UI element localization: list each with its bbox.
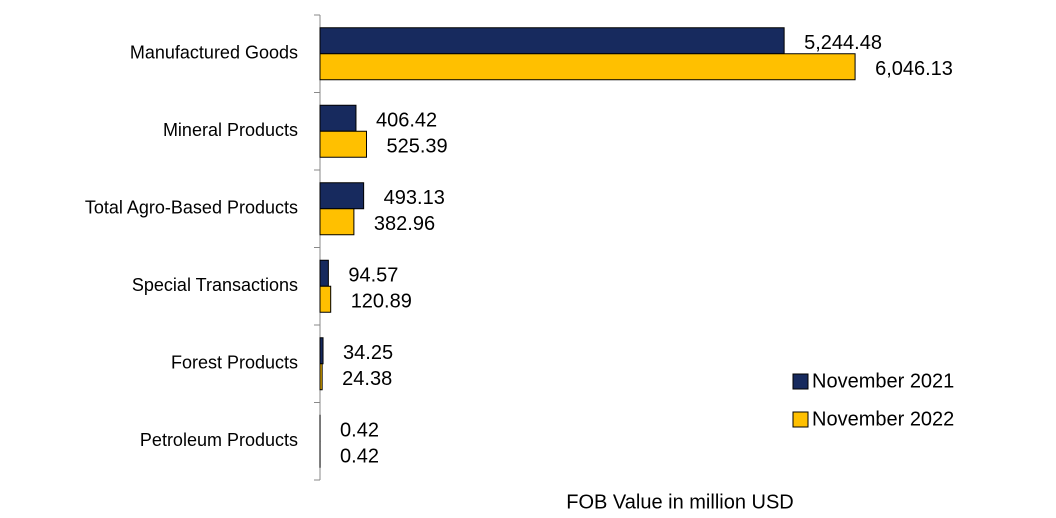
y-tick-label: Forest Products (171, 353, 298, 373)
x-axis-label: FOB Value in million USD (566, 491, 793, 513)
data-label: 493.13 (384, 187, 445, 209)
y-tick-label: Total Agro-Based Products (85, 198, 298, 218)
legend-label: November 2021 (812, 370, 954, 392)
data-label: 0.42 (340, 420, 379, 442)
legend-label: November 2022 (812, 408, 954, 430)
y-tick-label: Petroleum Products (140, 430, 298, 450)
bar (319, 285, 332, 313)
y-tick-label: Manufactured Goods (130, 43, 298, 63)
y-tick-label: Mineral Products (163, 120, 298, 140)
legend-swatch (792, 373, 809, 390)
data-label: 6,046.13 (875, 58, 953, 80)
data-label: 5,244.48 (804, 32, 882, 54)
data-label: 94.57 (348, 265, 398, 287)
bar (319, 53, 856, 81)
data-label: 0.42 (340, 446, 379, 468)
data-label: 382.96 (374, 213, 435, 235)
data-label: 120.89 (351, 291, 412, 313)
y-tick-label: Special Transactions (132, 275, 298, 295)
data-label: 406.42 (376, 110, 437, 132)
bar (319, 259, 329, 287)
bar (319, 182, 365, 210)
bar (319, 208, 355, 236)
bar (319, 363, 323, 391)
bar (319, 130, 367, 158)
legend-swatch (792, 411, 809, 428)
bar (319, 104, 357, 132)
data-label: 24.38 (342, 368, 392, 390)
bar (319, 27, 785, 55)
data-label: 525.39 (386, 136, 447, 158)
data-label: 34.25 (343, 342, 393, 364)
bar (319, 337, 324, 365)
